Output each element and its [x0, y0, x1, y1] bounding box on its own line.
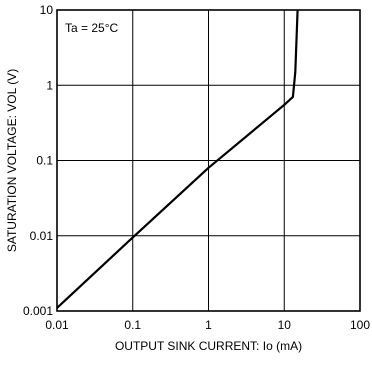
y-tick-label: 0.1 [36, 154, 53, 168]
y-tick-label: 0.001 [23, 304, 53, 318]
temperature-annotation: Ta = 25°C [65, 21, 118, 35]
x-tick-label: 0.01 [45, 318, 69, 332]
grid [57, 10, 360, 311]
y-tick-labels: 0.001 0.01 0.1 1 10 [23, 3, 53, 318]
x-tick-label: 10 [278, 318, 292, 332]
x-tick-labels: 0.01 0.1 1 10 100 [45, 318, 370, 332]
x-tick-label: 0.1 [124, 318, 141, 332]
y-tick-label: 0.01 [30, 229, 54, 243]
x-tick-label: 1 [205, 318, 212, 332]
series-line [56, 9, 299, 309]
y-axis-title: SATURATION VOLTAGE: VOL (V) [5, 69, 19, 252]
plot-frame [56, 9, 361, 312]
y-tick-label: 10 [40, 3, 54, 17]
x-axis-title: OUTPUT SINK CURRENT: Io (mA) [115, 339, 302, 353]
y-tick-label: 1 [46, 78, 53, 92]
series-layer [56, 9, 299, 309]
x-tick-label: 100 [350, 318, 370, 332]
